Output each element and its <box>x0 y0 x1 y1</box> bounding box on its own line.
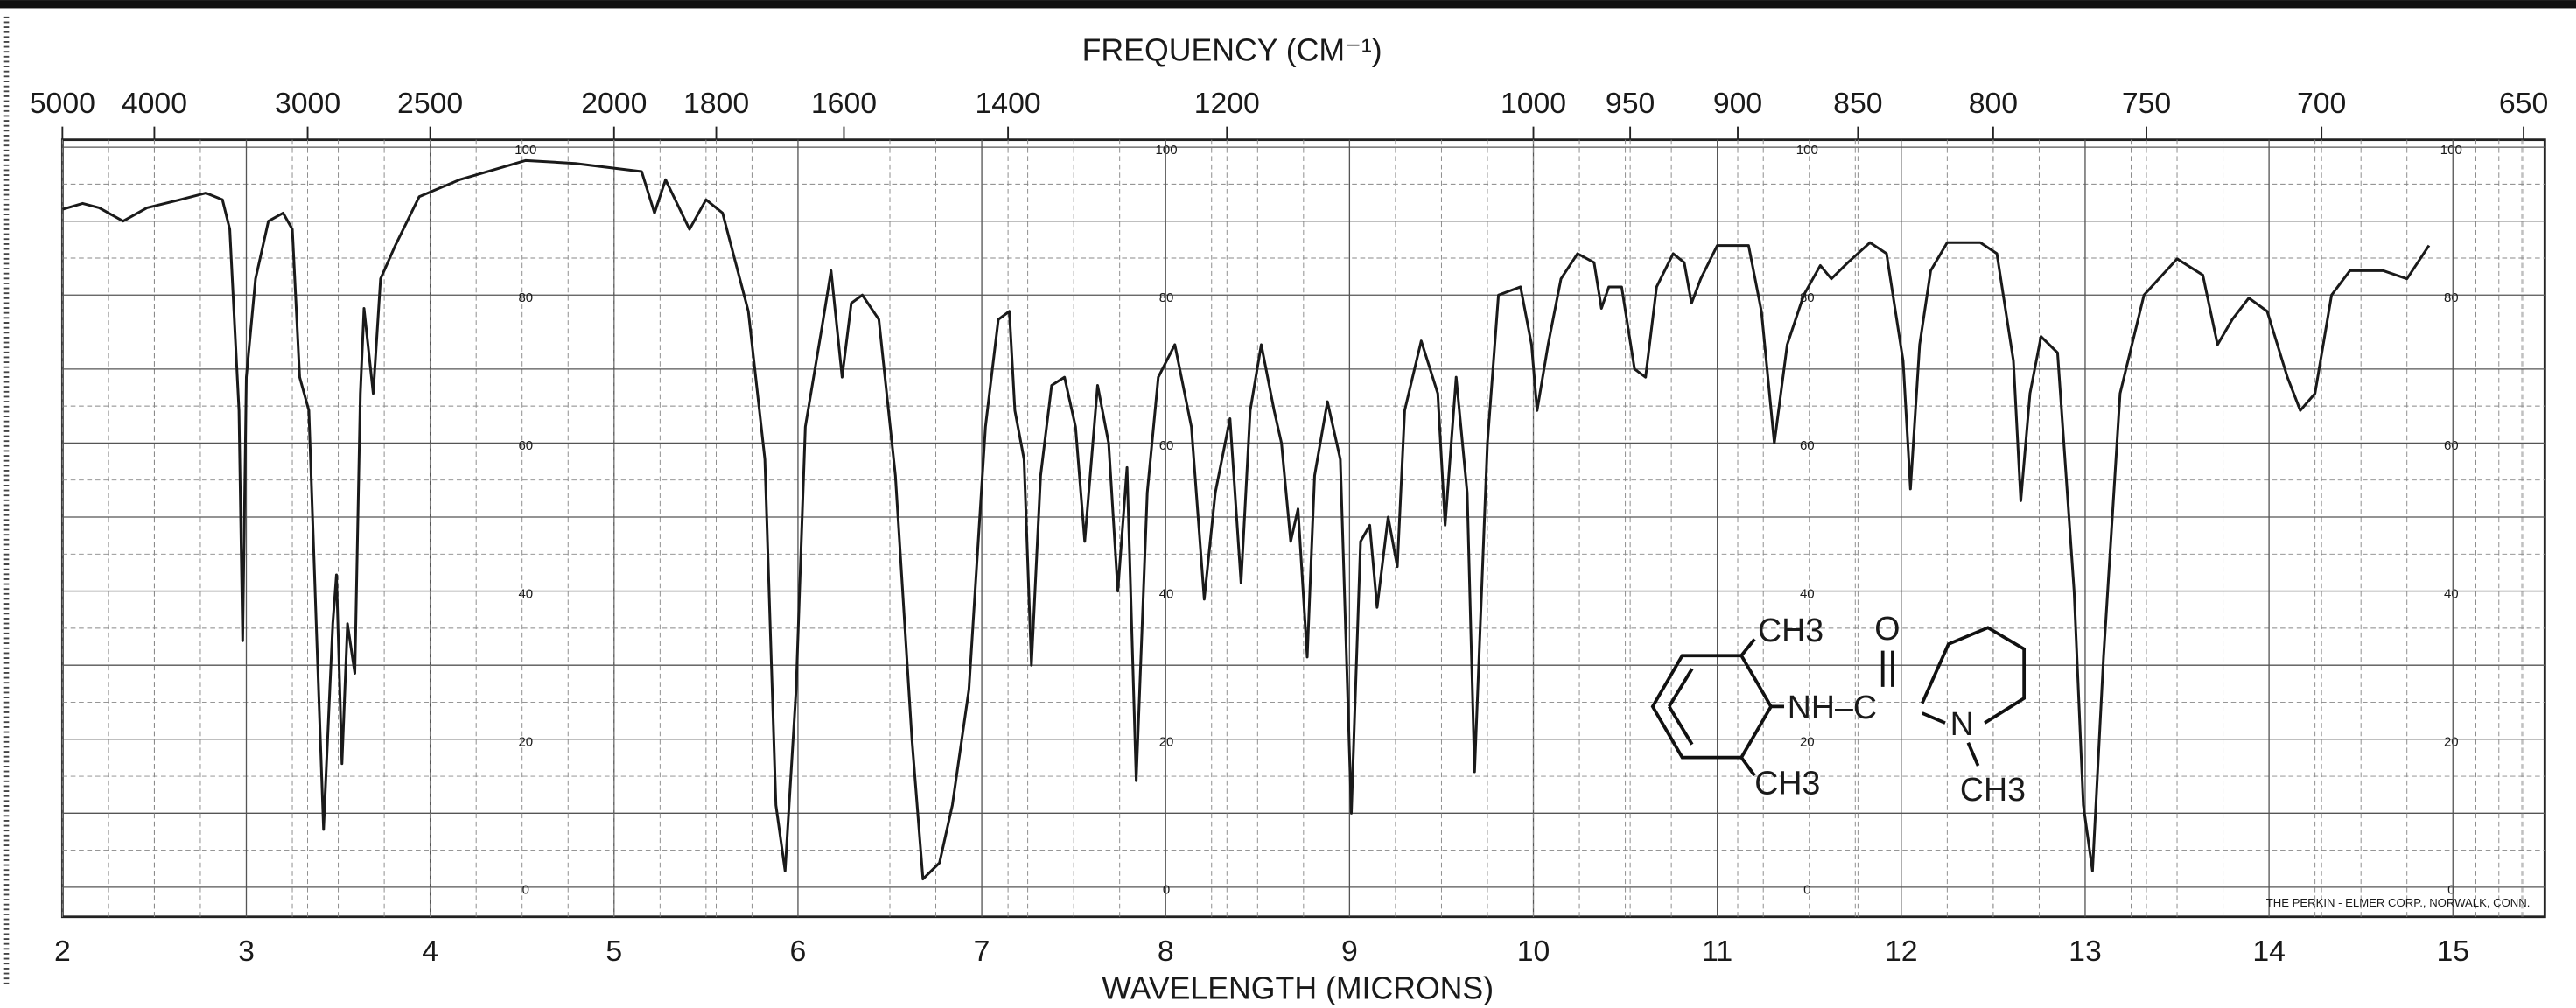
top-tick-label: 750 <box>2122 87 2171 120</box>
x-tick-label: 9 <box>1341 934 1358 968</box>
y-tick-label: 20 <box>1159 734 1174 749</box>
x-tick-label: 13 <box>2068 934 2102 968</box>
top-tick-label: 800 <box>1969 87 2018 120</box>
y-tick-label: 40 <box>518 586 533 601</box>
x-tick-label: 4 <box>422 934 438 968</box>
x-tick-label: 2 <box>54 934 71 968</box>
x-tick-label: 5 <box>606 934 622 968</box>
structure-label: CH3 <box>1960 771 2026 808</box>
y-tick-label: 20 <box>1800 734 1815 749</box>
x-tick-label: 3 <box>238 934 255 968</box>
y-tick-label: 60 <box>1159 438 1174 453</box>
carbonyl-bond <box>1880 650 1894 687</box>
y-tick-label: 40 <box>1800 586 1815 601</box>
chart-title: FREQUENCY (CM⁻¹) <box>1082 33 1382 68</box>
top-tick-label: 5000 <box>30 87 95 120</box>
top-tick-label: 700 <box>2297 87 2346 120</box>
ring-double-bonds <box>1667 668 1694 746</box>
top-tick-label: 1600 <box>811 87 877 120</box>
x-tick-label: 6 <box>790 934 807 968</box>
top-tick-label: 1000 <box>1501 87 1566 120</box>
structure: CH3 O NH–C N CH3 CH3 <box>1650 610 2026 808</box>
y-tick-label: 0 <box>522 883 529 898</box>
y-tick-label: 80 <box>518 290 533 305</box>
top-band <box>0 0 2576 9</box>
x-tick-label: 12 <box>1885 934 1918 968</box>
spectrum-line <box>61 158 2431 881</box>
x-axis-label: WAVELENGTH (MICRONS) <box>1102 971 1494 1006</box>
top-tick-label: 2500 <box>397 87 463 120</box>
x-tick-label: 10 <box>1517 934 1550 968</box>
structure-label: O <box>1874 610 1900 647</box>
x-tick-label: 15 <box>2436 934 2469 968</box>
top-tick-label: 1800 <box>683 87 749 120</box>
y-tick-label: 100 <box>2440 143 2462 158</box>
y-tick-label: 0 <box>1163 883 1170 898</box>
piperidine-ring <box>1921 626 2026 766</box>
structure-label: CH3 <box>1754 764 1820 801</box>
x-tick-label: 7 <box>974 934 990 968</box>
y-tick-label: 40 <box>1159 586 1174 601</box>
y-tick-label: 60 <box>518 438 533 453</box>
structure-label: CH3 <box>1758 612 1824 648</box>
top-tick-label: 1200 <box>1194 87 1260 120</box>
y-tick-label: 0 <box>1803 883 1810 898</box>
structure-label: NH–C <box>1788 689 1877 725</box>
top-tick-label: 2000 <box>581 87 647 120</box>
y-tick-label: 0 <box>2447 883 2454 898</box>
x-tick-label: 14 <box>2252 934 2286 968</box>
top-tick-label: 650 <box>2499 87 2548 120</box>
top-tick-label: 3000 <box>275 87 340 120</box>
substituent-bonds <box>1740 638 1785 777</box>
y-tick-label: 80 <box>2444 290 2459 305</box>
y-tick-label: 80 <box>1159 290 1174 305</box>
y-tick-label: 20 <box>2444 734 2459 749</box>
y-tick-label: 100 <box>1156 143 1178 158</box>
y-tick-label: 20 <box>518 734 533 749</box>
y-tick-label: 40 <box>2444 586 2459 601</box>
y-tick-label: 100 <box>1796 143 1818 158</box>
y-tick-label: 60 <box>2444 438 2459 453</box>
x-tick-label: 11 <box>1702 934 1732 968</box>
top-tick-label: 850 <box>1833 87 1882 120</box>
x-tick-label: 8 <box>1158 934 1174 968</box>
top-tick-label: 1400 <box>976 87 1041 120</box>
top-tick-label: 900 <box>1713 87 1762 120</box>
y-tick-label: 60 <box>1800 438 1815 453</box>
manufacturer-credit: THE PERKIN - ELMER CORP., NORWALK, CONN. <box>2266 896 2530 909</box>
structure-label: N <box>1950 705 1974 742</box>
y-tick-label: 100 <box>514 143 536 158</box>
top-tick-label: 4000 <box>122 87 187 120</box>
top-tick-label: 950 <box>1606 87 1655 120</box>
